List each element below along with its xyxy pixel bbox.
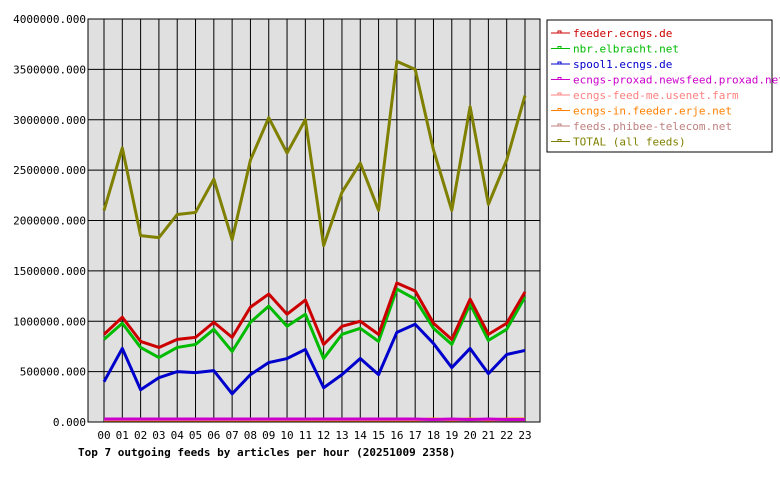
legend: feeder.ecngs.de nbr.elbracht.net spool1.ec… [546, 19, 780, 153]
series-line [102, 59, 527, 248]
x-tick-label: 17 [409, 429, 422, 442]
x-tick-label: 23 [518, 429, 531, 442]
x-tick-label: 04 [171, 429, 185, 442]
legend-marker [557, 139, 562, 142]
legend-item: spool1.ecngs.de [551, 58, 672, 71]
y-axis: 0.000 500000.000 1000000.000 1500000.000 200… [13, 13, 86, 429]
y-tick-label: 2000000.000 [13, 215, 86, 228]
y-tick-label: 3000000.000 [13, 114, 86, 127]
series-line [102, 322, 526, 396]
legend-item: nbr.elbracht.net [551, 43, 679, 56]
y-tick-label: 2500000.000 [13, 164, 86, 177]
x-tick-label: 16 [390, 429, 403, 442]
x-axis: 00 01 02 03 04 05 06 07 08 09 10 11 12 13 14 15 16 17 18 19… [97, 429, 531, 442]
legend-marker [557, 46, 562, 49]
legend-label: ecngs-in.feeder.erje.net [573, 105, 732, 118]
x-tick-label: 13 [335, 429, 348, 442]
x-tick-label: 22 [500, 429, 513, 442]
legend-marker [557, 123, 562, 127]
legend-marker [557, 108, 562, 111]
legend-item: TOTAL (all feeds) [551, 136, 686, 149]
legend-box [546, 19, 773, 153]
legend-marker [557, 30, 562, 34]
x-tick-label: 10 [280, 429, 293, 442]
x-tick-label: 00 [97, 429, 110, 442]
y-tick-label: 0.000 [53, 416, 86, 429]
x-tick-label: 02 [134, 429, 147, 442]
series-line [103, 287, 527, 361]
legend-label: ecngs-proxad.newsfeed.proxad.net [573, 74, 780, 87]
x-tick-label: 07 [226, 429, 239, 442]
legend-label: feeder.ecngs.de [573, 27, 672, 40]
x-tick-label: 14 [354, 429, 368, 442]
legend-marker [557, 61, 562, 65]
series-lines [102, 59, 527, 422]
legend-marker [557, 92, 562, 96]
y-tick-label: 1000000.000 [13, 315, 86, 328]
x-tick-label: 12 [317, 429, 330, 442]
x-tick-label: 06 [207, 429, 220, 442]
series-line [104, 417, 525, 421]
x-tick-label: 05 [189, 429, 202, 442]
legend-item: ecngs-feed-me.usenet.farm [551, 89, 739, 102]
x-tick-label: 19 [445, 429, 458, 442]
y-tick-label: 500000.000 [20, 366, 86, 379]
x-tick-label: 01 [116, 429, 129, 442]
legend-item: feeds.phibee-telecom.net [551, 120, 732, 133]
x-tick-label: 09 [262, 429, 275, 442]
legend-label: nbr.elbracht.net [573, 43, 679, 56]
grid [88, 18, 540, 423]
legend-label: spool1.ecngs.de [573, 58, 672, 71]
legend-label: feeds.phibee-telecom.net [573, 120, 732, 133]
legend-label: ecngs-feed-me.usenet.farm [573, 89, 739, 102]
legend-marker [557, 77, 562, 80]
x-tick-label: 18 [427, 429, 440, 442]
x-tick-label: 20 [463, 429, 476, 442]
y-tick-label: 1500000.000 [13, 265, 86, 278]
legend-item: feeder.ecngs.de [551, 27, 672, 40]
series-line [102, 281, 527, 349]
legend-item: ecngs-in.feeder.erje.net [551, 105, 732, 118]
legend-item: ecngs-proxad.newsfeed.proxad.net [551, 74, 780, 87]
y-tick-label: 3500000.000 [13, 63, 86, 76]
x-tick-label: 21 [482, 429, 495, 442]
y-tick-label: 4000000.000 [13, 13, 86, 26]
legend-label: TOTAL (all feeds) [573, 136, 686, 149]
x-tick-label: 15 [372, 429, 385, 442]
chart-title: Top 7 outgoing feeds by articles per hou… [78, 446, 456, 459]
x-tick-label: 08 [244, 429, 257, 442]
x-tick-label: 11 [299, 429, 312, 442]
x-tick-label: 03 [152, 429, 165, 442]
